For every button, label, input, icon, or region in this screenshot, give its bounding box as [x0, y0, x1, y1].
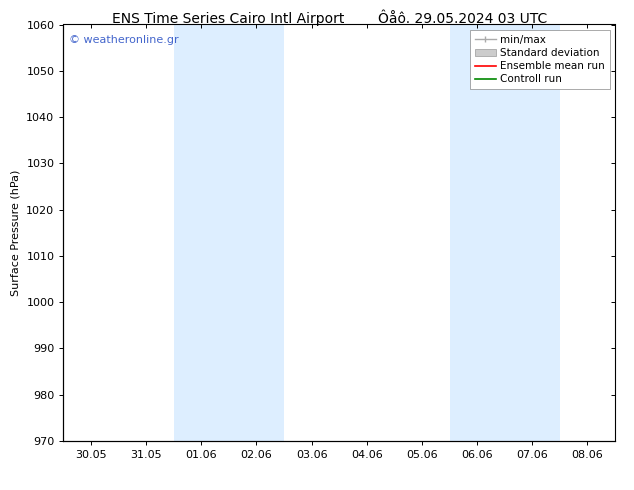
Bar: [174, 24, 284, 441]
Text: Ôåô. 29.05.2024 03 UTC: Ôåô. 29.05.2024 03 UTC: [378, 12, 547, 26]
Bar: [450, 24, 560, 441]
Y-axis label: Surface Pressure (hPa): Surface Pressure (hPa): [11, 170, 21, 296]
Text: © weatheronline.gr: © weatheronline.gr: [69, 35, 179, 45]
Text: ENS Time Series Cairo Intl Airport: ENS Time Series Cairo Intl Airport: [112, 12, 344, 26]
Legend: min/max, Standard deviation, Ensemble mean run, Controll run: min/max, Standard deviation, Ensemble me…: [470, 30, 610, 90]
